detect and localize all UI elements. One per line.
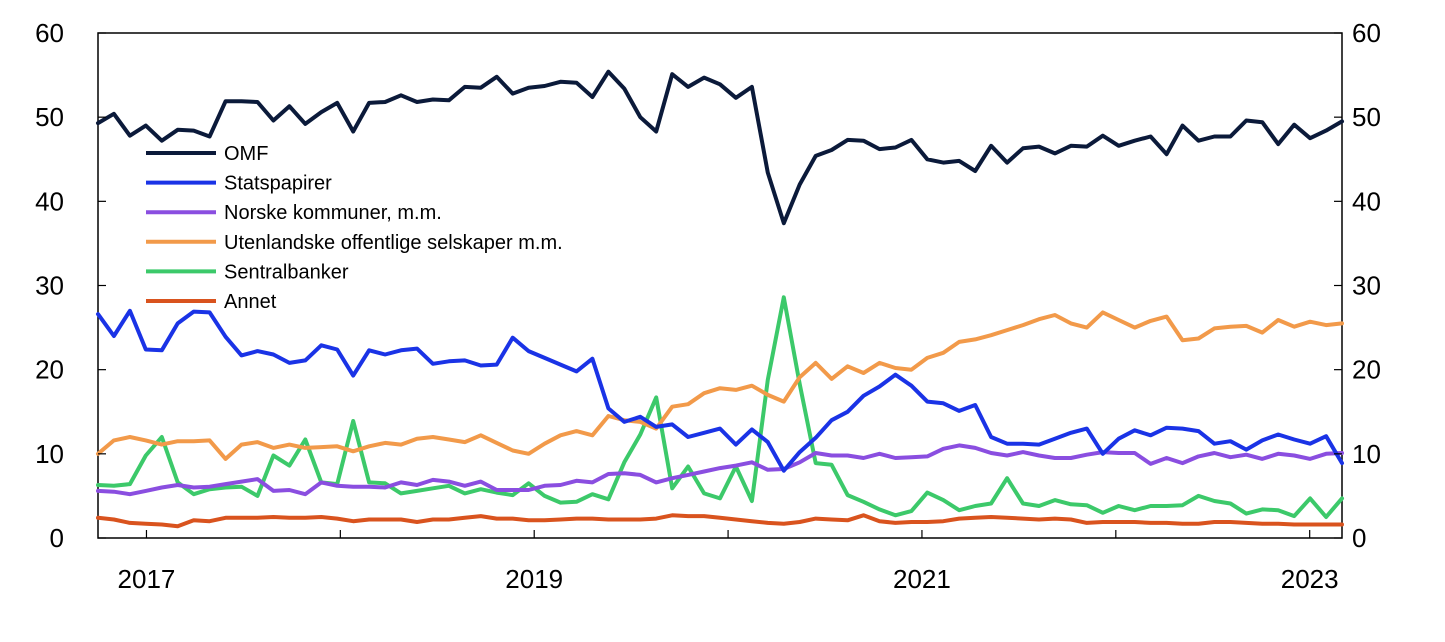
legend-label: Norske kommuner, m.m. [224,202,442,224]
y-tick-label-left: 60 [35,18,64,48]
series-layer [96,69,1344,529]
y-tick-label-left: 40 [35,186,64,216]
series-line-statspapirer [96,308,1344,473]
x-tick-label: 2019 [505,564,563,594]
y-tick-label-right: 60 [1352,18,1381,48]
y-tick-label-right: 50 [1352,102,1381,132]
legend-label: Annet [224,291,277,313]
x-tick-label: 2023 [1281,564,1339,594]
y-tick-label-left: 10 [35,439,64,469]
y-tick-label-right: 40 [1352,186,1381,216]
series-line-norske-kommuner-m-m [96,443,1344,497]
legend: OMF Statspapirer Norske kommuner, m.m. Uten… [146,143,563,313]
series-line-utenlandske-offentlige-selskaper-m-m [96,310,1344,461]
legend-label: Statspapirer [224,173,332,195]
series-line-annet [96,513,1344,529]
series-line-sentralbanker [96,295,1344,519]
y-tick-label-right: 30 [1352,271,1381,301]
legend-label: Utenlandske offentlige selskaper m.m. [224,232,563,254]
y-tick-label-left: 0 [50,523,64,553]
y-tick-label-right: 20 [1352,355,1381,385]
y-tick-label-right: 0 [1352,523,1366,553]
axis-layer: 0 0 10 10 20 20 30 30 40 40 50 50 60 60 2017 2019 2021 20… [35,18,1381,594]
x-tick-label: 2021 [893,564,951,594]
x-tick-label: 2017 [118,564,176,594]
series-line-omf [96,69,1344,226]
legend-label: OMF [224,143,268,165]
y-tick-label-left: 30 [35,271,64,301]
y-tick-label-left: 50 [35,102,64,132]
y-tick-label-left: 20 [35,355,64,385]
legend-label: Sentralbanker [224,261,349,283]
y-tick-label-right: 10 [1352,439,1381,469]
